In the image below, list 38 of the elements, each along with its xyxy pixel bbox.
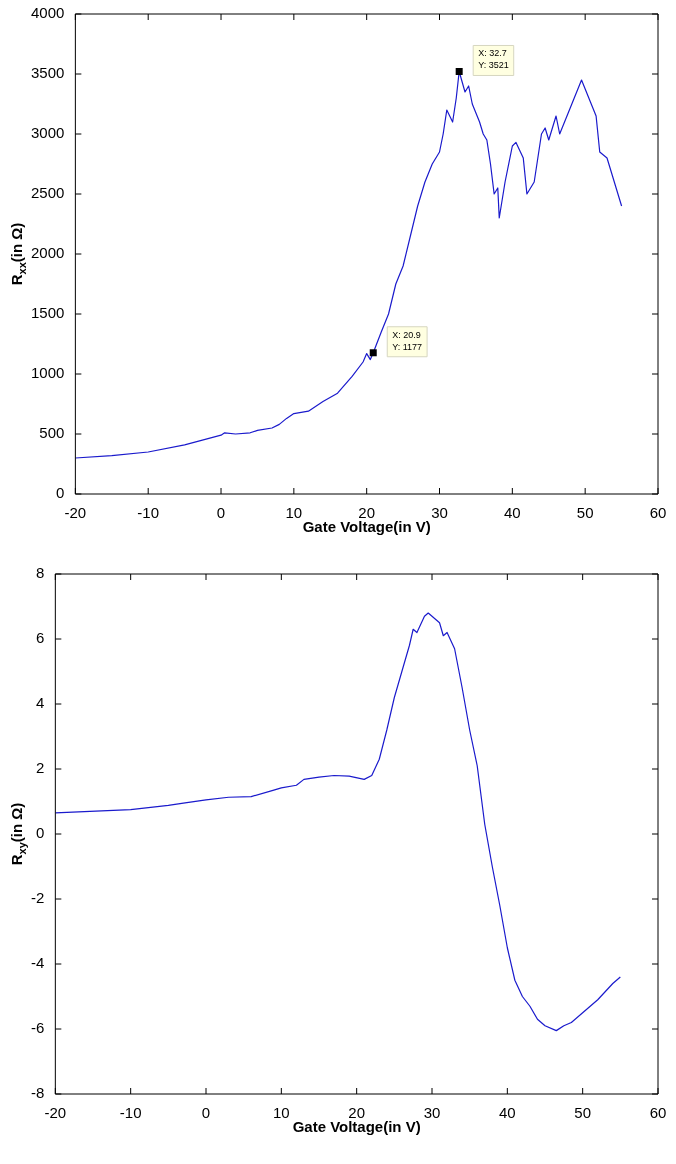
y-tick-label: -6 <box>30 1019 45 1037</box>
x-tick-label: 0 <box>216 504 226 522</box>
y-tick-label: -8 <box>30 1084 45 1102</box>
y-axis-title: Rxx(in Ω) <box>8 222 29 286</box>
x-tick-label: 30 <box>423 1104 441 1122</box>
x-tick-label: -20 <box>64 504 87 522</box>
y-tick-label: 2000 <box>30 244 65 262</box>
y-tick-label: 4 <box>35 694 45 712</box>
x-tick-label: 40 <box>498 1104 516 1122</box>
x-tick-label: 30 <box>431 504 448 522</box>
y-tick-label: -4 <box>30 954 45 972</box>
x-tick-label: 60 <box>649 1104 667 1122</box>
y-tick-label: 0 <box>56 484 65 502</box>
annotation: X: 32.7 Y: 3521 <box>478 48 509 71</box>
x-tick-label: 60 <box>649 504 667 522</box>
y-tick-label: 6 <box>35 629 45 647</box>
y-tick-label: 1000 <box>30 364 65 382</box>
x-tick-label: 0 <box>201 1104 211 1122</box>
y-tick-label: 4000 <box>30 4 65 22</box>
x-tick-label: 50 <box>576 504 594 522</box>
y-tick-label: 0 <box>35 824 45 842</box>
x-tick-label: 10 <box>285 504 303 522</box>
y-tick-label: 2 <box>35 759 45 777</box>
y-tick-label: 3000 <box>30 124 65 142</box>
x-tick-label: 10 <box>272 1104 290 1122</box>
y-tick-label: 8 <box>35 564 45 582</box>
y-tick-label: 1500 <box>30 304 65 322</box>
y-tick-label: 3500 <box>30 64 65 82</box>
y-tick-label: -2 <box>30 889 45 907</box>
y-tick-label: 2500 <box>30 184 65 202</box>
x-tick-label: -20 <box>44 1104 67 1122</box>
x-tick-label: -10 <box>137 504 160 522</box>
x-tick-label: 40 <box>504 504 521 522</box>
y-tick-label: 500 <box>39 424 65 442</box>
x-tick-label: -10 <box>119 1104 142 1122</box>
x-tick-label: 50 <box>574 1104 592 1122</box>
annotation: X: 20.9 Y: 1177 <box>392 329 423 352</box>
y-axis-title: Rxy(in Ω) <box>8 802 29 866</box>
